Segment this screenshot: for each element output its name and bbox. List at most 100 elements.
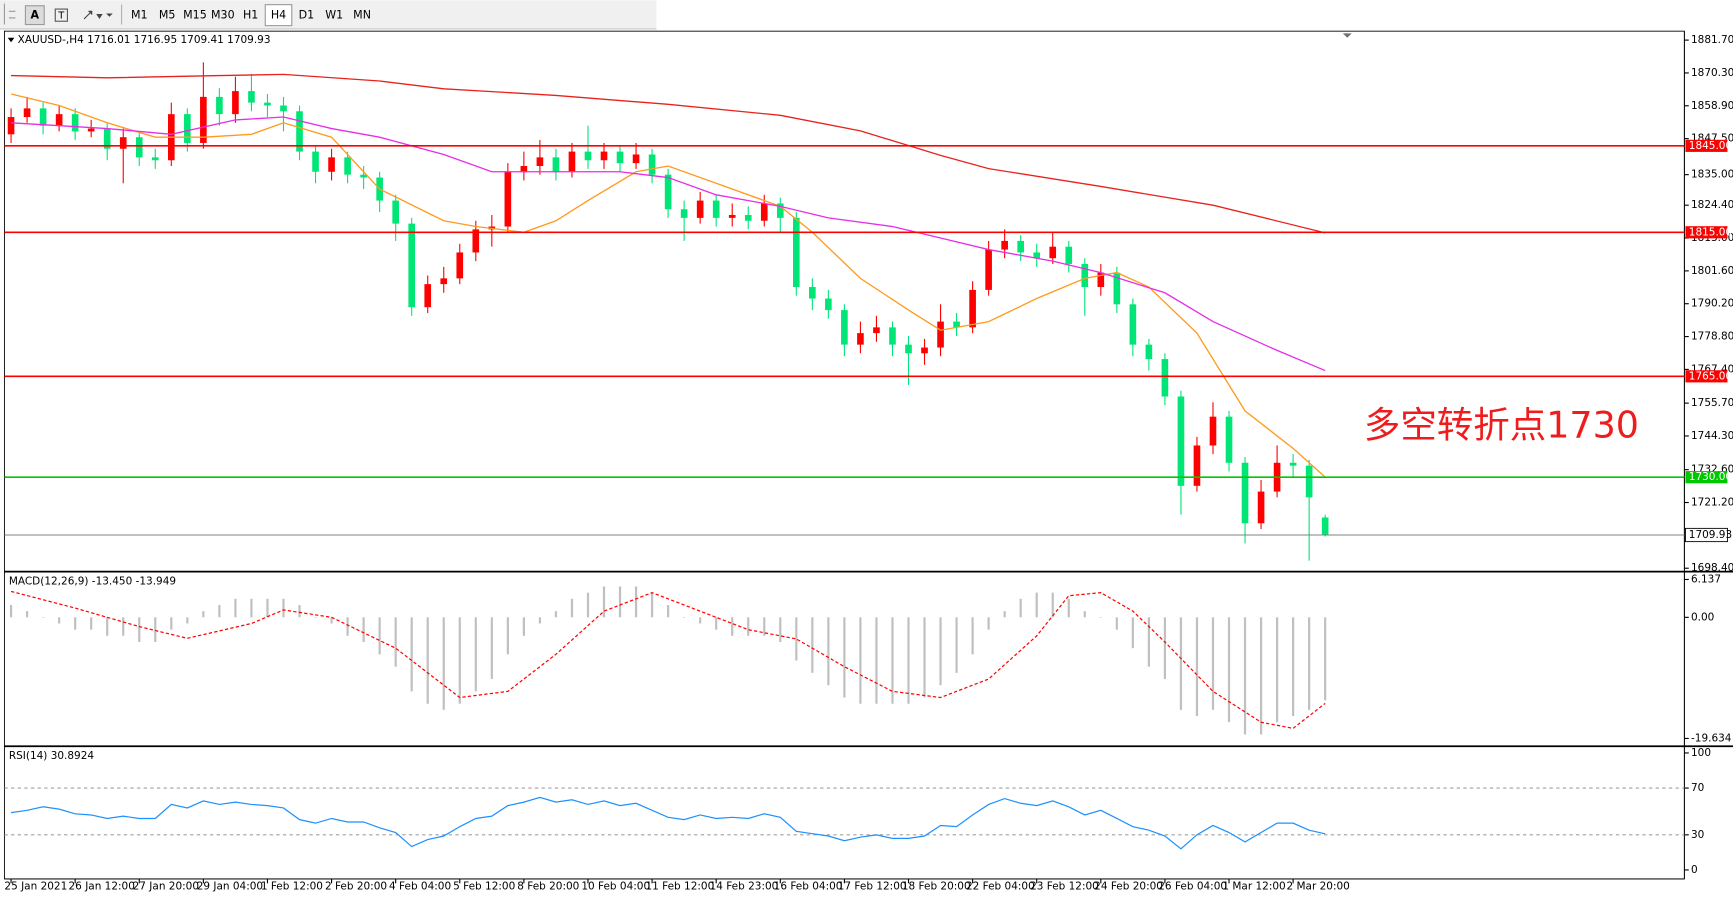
candle-body bbox=[809, 287, 816, 299]
period-button[interactable]: M5 bbox=[159, 9, 176, 22]
y-tick-label: 0.00 bbox=[1691, 611, 1714, 623]
dropdown-arrow[interactable] bbox=[106, 13, 113, 17]
tool-icon[interactable] bbox=[83, 10, 103, 20]
panel-title: MACD(12,26,9) -13.450 -13.949 bbox=[9, 576, 176, 588]
level-label: 1765.00 bbox=[1689, 370, 1732, 382]
macd-bar bbox=[426, 617, 429, 704]
candle-body bbox=[344, 157, 351, 175]
moving-average bbox=[10, 93, 1326, 478]
candle-body bbox=[1065, 246, 1073, 264]
candle-body bbox=[408, 223, 416, 308]
macd-bar bbox=[795, 617, 798, 661]
x-tick-label: 2 Feb 20:00 bbox=[325, 881, 387, 893]
x-tick-label: 26 Feb 04:00 bbox=[1158, 881, 1227, 893]
macd-bar bbox=[570, 598, 574, 618]
candle-body bbox=[184, 114, 191, 143]
candle-body bbox=[39, 108, 47, 126]
macd-bar bbox=[1083, 611, 1086, 618]
candle-body bbox=[424, 284, 432, 308]
level-label-bg bbox=[1685, 139, 1728, 152]
candle-body bbox=[921, 347, 928, 354]
candle-body bbox=[632, 154, 640, 164]
y-tick-label: 1790.20 bbox=[1691, 298, 1733, 310]
macd-bar bbox=[683, 617, 686, 618]
candle-body bbox=[280, 105, 287, 112]
candle-body bbox=[151, 157, 159, 161]
macd-bar bbox=[314, 617, 317, 618]
tool-button[interactable] bbox=[24, 5, 45, 26]
candle-body bbox=[680, 209, 688, 218]
period-button[interactable]: W1 bbox=[325, 9, 343, 22]
y-tick-label: 1870.30 bbox=[1691, 67, 1733, 79]
x-tick-label: 27 Jan 20:00 bbox=[133, 881, 199, 893]
period-button[interactable]: H4 bbox=[271, 9, 286, 22]
y-tick-label: 0 bbox=[1691, 864, 1698, 876]
candle-body bbox=[728, 214, 736, 218]
y-tick-label: 1755.70 bbox=[1691, 397, 1733, 409]
candle-body bbox=[1305, 465, 1313, 498]
macd-bar bbox=[971, 617, 974, 655]
period-button-active[interactable] bbox=[264, 4, 293, 27]
macd-bar bbox=[330, 617, 333, 624]
macd-bar bbox=[1147, 617, 1150, 667]
period-button[interactable]: D1 bbox=[299, 9, 315, 22]
candle-body bbox=[969, 289, 976, 328]
candle-body bbox=[568, 151, 576, 172]
tool-button[interactable] bbox=[54, 8, 68, 22]
macd-bar bbox=[1003, 611, 1006, 618]
candle-body bbox=[23, 108, 31, 118]
tool-label[interactable]: A bbox=[31, 9, 40, 22]
macd-bar bbox=[1131, 617, 1134, 649]
macd-bar bbox=[667, 604, 670, 618]
x-tick-label: 2 Mar 20:00 bbox=[1286, 881, 1349, 893]
tool-label[interactable]: T bbox=[57, 11, 65, 22]
macd-bar bbox=[1099, 617, 1102, 618]
candle-body bbox=[793, 217, 800, 288]
macd-bar bbox=[923, 617, 926, 698]
candle-body bbox=[264, 102, 271, 106]
macd-bar bbox=[346, 617, 349, 636]
period-button[interactable]: M30 bbox=[211, 9, 235, 22]
macd-bar bbox=[811, 617, 814, 673]
y-tick-label: 100 bbox=[1691, 747, 1711, 759]
candle-body bbox=[1145, 344, 1153, 360]
y-tick-label: 1835.00 bbox=[1691, 169, 1733, 181]
candle-body bbox=[536, 157, 544, 167]
period-button[interactable]: MN bbox=[353, 9, 371, 22]
candle-body bbox=[200, 96, 207, 143]
period-button[interactable]: M1 bbox=[131, 9, 148, 22]
period-button[interactable]: H1 bbox=[243, 9, 258, 22]
candle-body bbox=[1033, 252, 1041, 259]
candle-body bbox=[440, 278, 448, 285]
candle-body bbox=[1257, 491, 1265, 524]
candle-body bbox=[87, 128, 95, 132]
macd-bar bbox=[907, 617, 910, 704]
y-tick-label: 1881.70 bbox=[1691, 34, 1733, 46]
candle-body bbox=[1161, 359, 1169, 397]
candle-body bbox=[985, 249, 992, 290]
macd-bar bbox=[9, 604, 13, 618]
level-label: 1730.00 bbox=[1689, 471, 1732, 483]
candle-body bbox=[744, 214, 752, 221]
macd-bar bbox=[827, 617, 830, 686]
x-tick-label: 22 Feb 04:00 bbox=[966, 881, 1035, 893]
y-tick-label: 1744.30 bbox=[1691, 430, 1733, 442]
y-tick-label: 1778.80 bbox=[1691, 331, 1733, 343]
x-tick-label: 26 Jan 12:00 bbox=[69, 881, 135, 893]
macd-bar bbox=[186, 617, 189, 624]
candle-body bbox=[360, 174, 367, 178]
x-tick-label: 1 Mar 12:00 bbox=[1222, 881, 1285, 893]
macd-bar bbox=[106, 617, 109, 636]
candle-body bbox=[71, 114, 79, 132]
period-button[interactable]: M15 bbox=[183, 9, 207, 22]
candle-body bbox=[873, 327, 880, 334]
macd-bar bbox=[522, 617, 525, 636]
candle-body bbox=[232, 91, 239, 115]
toolbar: A T M1 M5 M15 M30 H1 H4 D1 W1 MN bbox=[0, 0, 657, 30]
macd-bar bbox=[538, 617, 542, 624]
macd-bar bbox=[763, 617, 766, 636]
macd-bar bbox=[378, 617, 381, 655]
candle-body bbox=[55, 114, 63, 126]
candle-body bbox=[1081, 263, 1089, 288]
candle-body bbox=[248, 91, 255, 103]
